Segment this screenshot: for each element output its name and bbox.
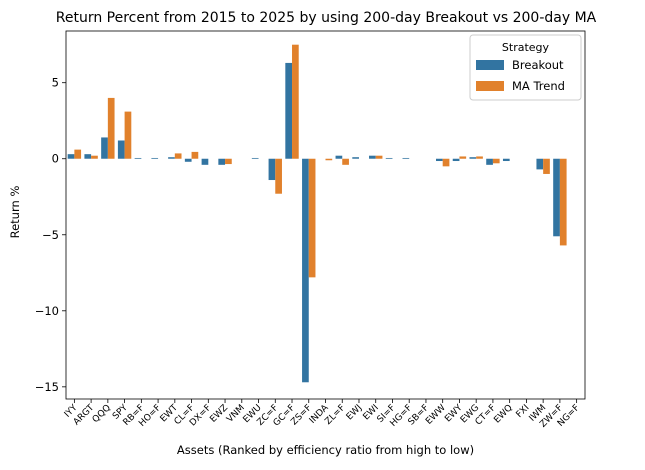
- legend-label-ma-trend: MA Trend: [512, 79, 565, 93]
- bar-ma-trend-qqq: [107, 97, 115, 159]
- bar-breakout-qqq: [101, 137, 108, 159]
- x-tick-label: EWQ: [492, 403, 514, 425]
- y-tick-label: 0: [52, 152, 59, 166]
- bar-breakout-ewy: [452, 158, 460, 162]
- bar-breakout-ewu: [251, 157, 259, 159]
- x-tick-label: EWJ: [345, 403, 364, 422]
- bar-breakout-spy: [117, 140, 125, 159]
- y-tick-label: 5: [52, 76, 59, 90]
- legend-swatch-breakout: [476, 60, 504, 70]
- bar-breakout-rb-f: [134, 157, 142, 159]
- plot-frame: [65, 30, 586, 400]
- bar-ma-trend-argt: [91, 155, 98, 159]
- x-axis-label: Assets (Ranked by efficiency ratio from …: [177, 443, 474, 457]
- bar-breakout-argt: [84, 154, 92, 159]
- bar-ma-trend-zw-f: [559, 158, 567, 246]
- bar-ma-trend-gc-f: [292, 44, 299, 159]
- bar-breakout-zc-f: [268, 158, 276, 181]
- bar-breakout-cl-f: [184, 158, 192, 162]
- bar-ma-trend-ct-f: [492, 158, 500, 164]
- bar-breakout-zl-f: [335, 155, 343, 159]
- legend-title: Strategy: [502, 41, 550, 54]
- bar-breakout-iyy: [67, 154, 75, 159]
- legend-swatch-ma-trend: [476, 81, 504, 91]
- bar-ma-trend-eww: [442, 158, 450, 167]
- bar-ma-trend-spy: [124, 111, 132, 159]
- legend: Strategy Breakout MA Trend: [469, 34, 582, 101]
- bar-breakout-si-f: [385, 157, 393, 159]
- bar-ma-trend-zc-f: [275, 158, 282, 194]
- bar-breakout-dx-f: [201, 158, 209, 165]
- bar-ma-trend-inda: [325, 158, 333, 161]
- bar-ma-trend-ewz: [225, 158, 232, 165]
- bar-breakout-ewz: [218, 158, 226, 165]
- bar-breakout-zs-f: [302, 158, 309, 383]
- bar-breakout-ewt: [168, 157, 175, 159]
- bar-breakout-hg-f: [402, 157, 410, 159]
- chart-title: Return Percent from 2015 to 2025 by usin…: [56, 10, 597, 26]
- bar-breakout-eww: [436, 158, 443, 162]
- bar-breakout-ewj: [352, 157, 359, 159]
- y-axis-label: Return %: [8, 186, 22, 239]
- y-tick-label: −10: [35, 304, 59, 318]
- bar-breakout-ewq: [502, 158, 510, 162]
- bar-ma-trend-ewt: [174, 153, 182, 159]
- bar-breakout-ewi: [369, 155, 376, 159]
- y-tick-label: −15: [35, 380, 59, 394]
- legend-label-breakout: Breakout: [512, 58, 564, 72]
- bar-breakout-gc-f: [285, 62, 293, 159]
- x-tick-label: EWZ: [208, 403, 230, 425]
- bar-ma-trend-ewi: [375, 155, 383, 159]
- bar-breakout-zw-f: [553, 158, 560, 237]
- bars-layer: [67, 44, 567, 383]
- bar-breakout-ct-f: [486, 158, 493, 165]
- x-tick-label: QQQ: [91, 403, 113, 425]
- bar-breakout-ewg: [469, 157, 477, 159]
- bar-breakout-ho-f: [151, 157, 159, 159]
- bar-ma-trend-iyy: [74, 149, 82, 159]
- bar-breakout-iwm: [536, 158, 544, 170]
- bar-ma-trend-ewg: [476, 156, 483, 159]
- bar-ma-trend-iwm: [543, 158, 550, 174]
- bar-ma-trend-cl-f: [191, 151, 199, 159]
- y-tick-label: −5: [42, 228, 59, 242]
- bar-ma-trend-zl-f: [342, 158, 349, 165]
- bar-ma-trend-zs-f: [308, 158, 316, 278]
- bar-ma-trend-ewy: [459, 156, 467, 159]
